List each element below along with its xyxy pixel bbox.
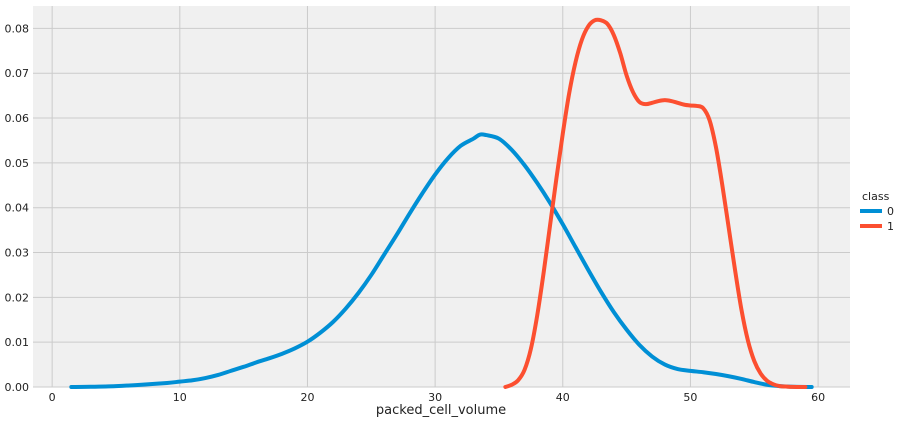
x-tick-label: 0 [49, 391, 56, 404]
x-tick-label: 50 [683, 391, 697, 404]
legend-title: class [862, 190, 890, 203]
y-tick-label: 0.05 [5, 157, 30, 170]
y-tick-label: 0.01 [5, 336, 30, 349]
y-tick-label: 0.07 [5, 67, 30, 80]
x-tick-label: 10 [173, 391, 187, 404]
y-tick-label: 0.03 [5, 247, 30, 260]
legend: class 01 [860, 190, 894, 233]
x-axis-label: packed_cell_volume [376, 403, 506, 418]
x-tick-label: 20 [300, 391, 314, 404]
x-tick-labels: 0 10 20 30 40 50 60 [49, 391, 825, 404]
y-tick-labels: 0.00 0.01 0.02 0.03 0.04 0.05 0.06 0.07 0.08 [5, 22, 30, 394]
x-tick-label: 60 [811, 391, 825, 404]
legend-items: 01 [860, 205, 894, 233]
y-tick-label: 0.02 [5, 291, 30, 304]
series-lines [69, 17, 814, 390]
y-tick-label: 0.08 [5, 22, 30, 35]
y-tick-label: 0.06 [5, 112, 30, 125]
x-tick-label: 40 [556, 391, 570, 404]
series-line-class-1 [503, 17, 808, 390]
series-line-class-0 [69, 132, 814, 389]
plot-background [33, 6, 850, 387]
y-tick-label: 0.04 [5, 202, 30, 215]
legend-label-class-0: 0 [887, 205, 894, 218]
legend-label-class-1: 1 [887, 220, 894, 233]
x-tick-label: 30 [428, 391, 442, 404]
y-tick-label: 0.00 [5, 381, 30, 394]
